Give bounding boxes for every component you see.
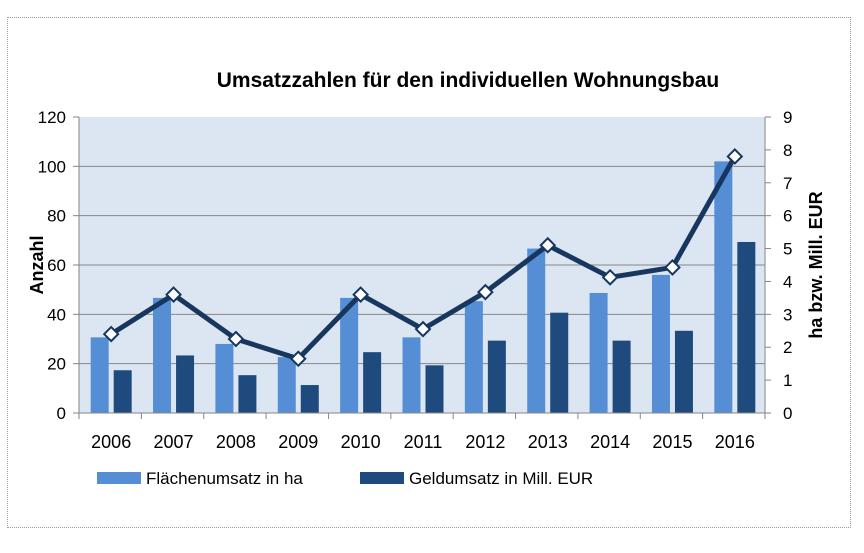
y-right-tick-label: 6	[783, 207, 792, 226]
y-left-tick-label: 100	[38, 157, 66, 176]
bar-flaechenumsatz-2011	[402, 337, 421, 413]
marker-anzahl-2016	[726, 148, 744, 165]
y-left-tick-label: 120	[38, 108, 66, 127]
y-right-tick-label: 8	[783, 141, 792, 160]
y-right-tick-label: 1	[783, 371, 792, 390]
legend-swatch-flaechenumsatz	[97, 472, 141, 484]
x-tick-label: 2014	[590, 432, 630, 452]
marker-anzahl-2014	[601, 268, 619, 286]
y-axis-right-title: ha bzw. Mill. EUR	[806, 191, 826, 338]
bar-flaechenumsatz-2009	[277, 357, 296, 413]
y-right-tick-label: 4	[783, 272, 792, 291]
bar-geldumsatz-2007	[176, 355, 195, 413]
bar-flaechenumsatz-2013	[527, 248, 546, 413]
y-left-tick-label: 0	[57, 404, 66, 423]
y-axis-left-title: Anzahl	[27, 235, 47, 294]
x-tick-label: 2011	[404, 432, 443, 452]
marker-anzahl-2015	[664, 259, 681, 276]
y-right-tick-label: 9	[783, 108, 792, 127]
marker-anzahl-2009	[289, 350, 307, 368]
y-right-tick-label: 5	[783, 240, 792, 259]
x-tick-label: 2010	[341, 432, 381, 452]
bar-geldumsatz-2016	[737, 241, 756, 413]
bar-geldumsatz-2010	[363, 352, 382, 413]
chart-title: Umsatzzahlen für den individuellen Wohnu…	[217, 69, 719, 92]
bar-geldumsatz-2015	[674, 330, 693, 413]
bar-geldumsatz-2008	[238, 375, 257, 413]
marker-anzahl-2008	[227, 330, 245, 348]
x-tick-label: 2009	[278, 432, 318, 452]
bar-geldumsatz-2009	[300, 385, 319, 413]
y-right-tick-label: 3	[783, 305, 792, 324]
marker-anzahl-2012	[476, 283, 494, 301]
bar-geldumsatz-2012	[487, 340, 506, 413]
y-right-tick-label: 7	[783, 174, 792, 193]
y-left-tick-label: 80	[47, 207, 66, 226]
y-left-tick-label: 20	[47, 355, 66, 374]
y-left-tick-label: 40	[47, 305, 66, 324]
x-tick-label: 2006	[91, 432, 131, 452]
marker-anzahl-2007	[165, 286, 182, 304]
x-tick-label: 2013	[528, 432, 568, 452]
bar-flaechenumsatz-2008	[215, 343, 234, 413]
marker-anzahl-2006	[102, 325, 120, 343]
bar-flaechenumsatz-2006	[90, 337, 109, 413]
bar-flaechenumsatz-2012	[464, 301, 483, 413]
bar-flaechenumsatz-2014	[589, 292, 608, 413]
bar-geldumsatz-2013	[550, 312, 569, 413]
legend: Flächenumsatz in ha Geldumsatz in Mill. …	[97, 469, 593, 488]
legend-swatch-geldumsatz	[360, 472, 404, 484]
marker-anzahl-2013	[539, 236, 557, 254]
y-right-tick-label: 2	[783, 338, 792, 357]
bar-flaechenumsatz-2015	[651, 274, 670, 413]
marker-anzahl-2010	[352, 286, 370, 304]
bar-geldumsatz-2006	[113, 370, 132, 413]
bar-geldumsatz-2014	[612, 340, 631, 413]
x-tick-label: 2015	[652, 432, 692, 452]
legend-label-flaechenumsatz: Flächenumsatz in ha	[146, 469, 303, 488]
y-left-tick-label: 60	[47, 256, 66, 275]
bar-flaechenumsatz-2010	[340, 297, 359, 413]
marker-anzahl-2011	[414, 320, 432, 338]
y-right-tick-label: 0	[783, 404, 792, 423]
bar-flaechenumsatz-2007	[153, 297, 172, 413]
x-tick-label: 2008	[216, 432, 256, 452]
legend-label-geldumsatz: Geldumsatz in Mill. EUR	[409, 469, 593, 488]
x-tick-label: 2016	[715, 432, 755, 452]
bar-geldumsatz-2011	[425, 365, 444, 413]
chart-frame	[7, 17, 851, 528]
x-tick-label: 2007	[154, 432, 194, 452]
x-tick-label: 2012	[465, 432, 505, 452]
bar-flaechenumsatz-2016	[714, 161, 733, 413]
